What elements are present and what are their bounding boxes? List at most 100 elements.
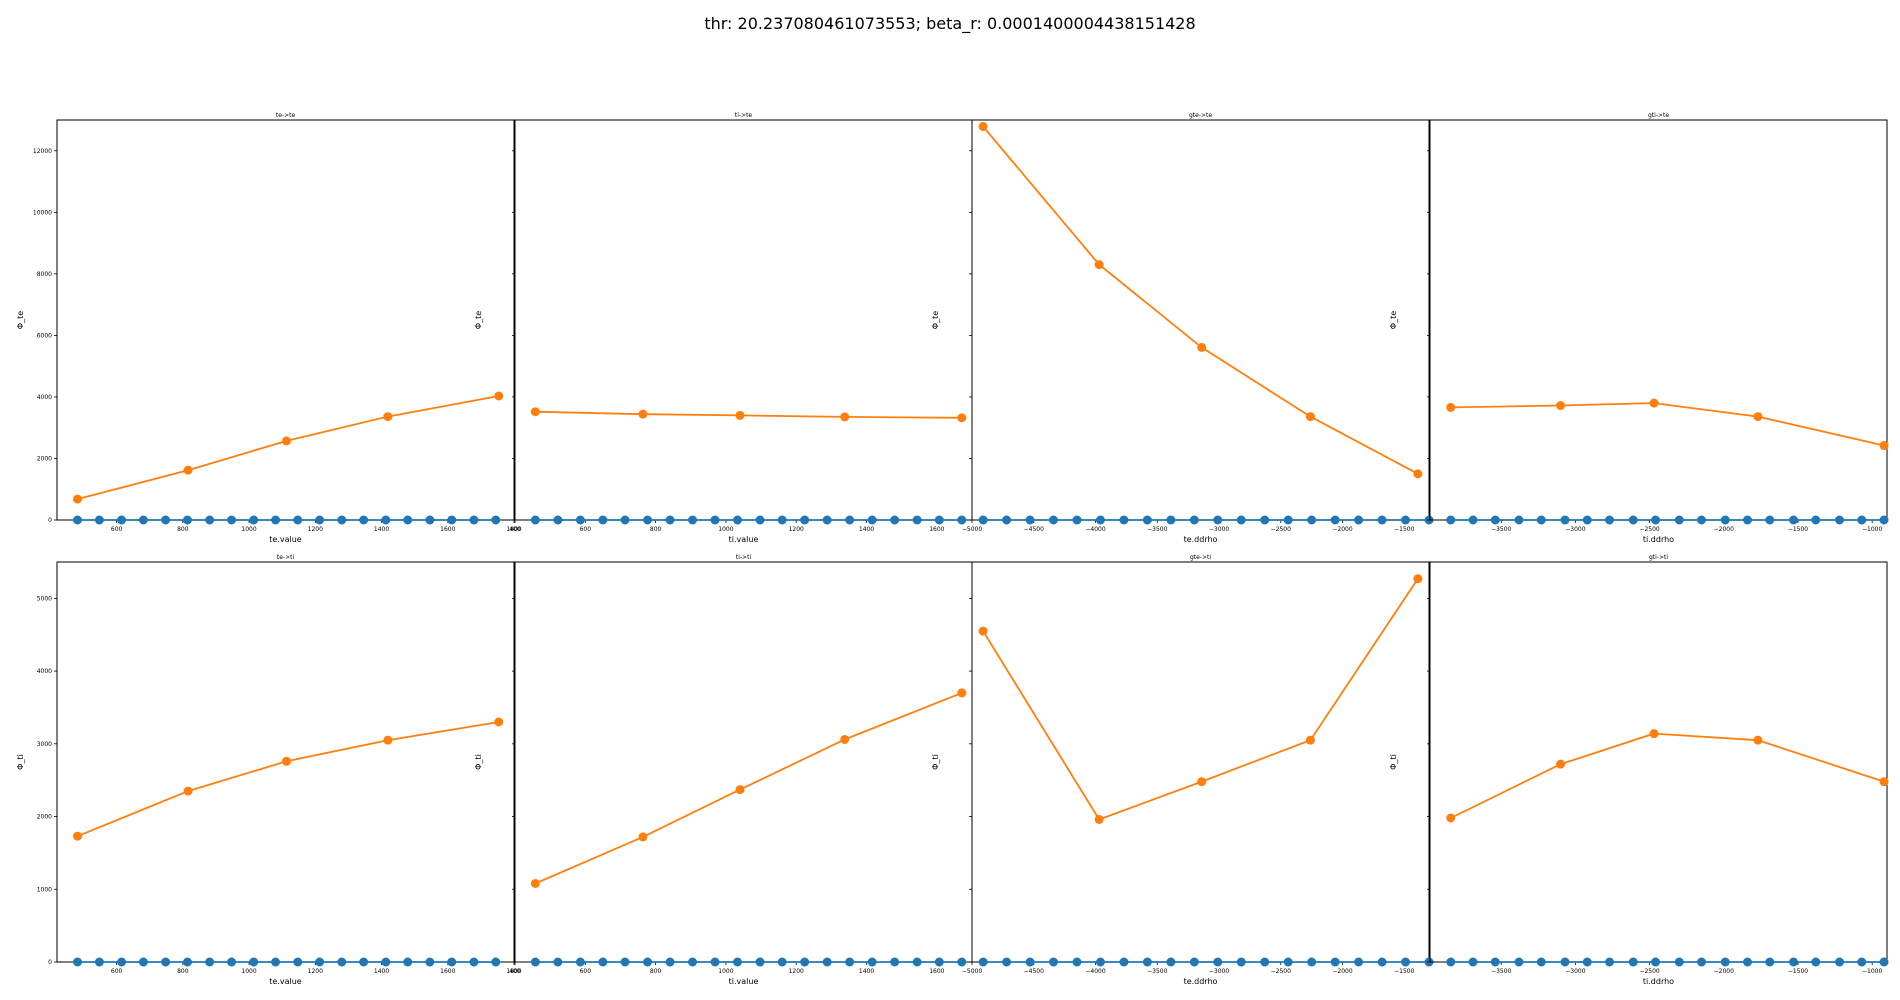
panel-6-baseline-point	[890, 957, 900, 967]
panel-5-xlabel: te.value	[269, 977, 302, 986]
panel-6-baseline-point	[643, 957, 653, 967]
panel-8-xtick-label: −1000	[1862, 968, 1882, 975]
panel-3-baseline-point	[978, 515, 988, 525]
panel-2-baseline-point	[957, 515, 967, 525]
panel-2-title: ti->te	[735, 112, 753, 119]
panel-1-xtick-label: 1800	[506, 526, 521, 533]
panel-3-xtick-label: −4000	[1085, 526, 1105, 533]
panel-1-baseline-point	[381, 515, 391, 525]
panel-6-baseline-point	[755, 957, 765, 967]
panel-6-xtick-label: 600	[580, 968, 592, 975]
panel-8-series-line	[1450, 732, 1885, 819]
panel-8-baseline-point	[1490, 957, 1500, 967]
panel-8-xtick-label: −3500	[1491, 968, 1511, 975]
panel-5-series-point	[281, 756, 291, 766]
panel-7-baseline-point	[1002, 957, 1012, 967]
panel-1-ytick-label: 8000	[37, 271, 52, 278]
panel-5-baseline-point	[425, 957, 435, 967]
panel-4-title: gti->te	[1648, 112, 1669, 119]
panel-7-series-point	[1413, 574, 1423, 584]
panel-2-baseline-point	[530, 515, 540, 525]
panel-2-baseline-point	[934, 515, 944, 525]
panel-3-baseline-point	[1142, 515, 1152, 525]
panel-5-baseline-point	[315, 957, 325, 967]
panel-7-xtick-label: −4000	[1085, 968, 1105, 975]
panel-7-xtick-label: −1500	[1394, 968, 1414, 975]
panel-1-title: te->te	[276, 112, 296, 119]
panel-4-baseline-point	[1628, 515, 1638, 525]
panel-1-series-point	[281, 436, 291, 446]
panel-4-baseline-point	[1674, 515, 1684, 525]
panel-1-series-point	[383, 412, 393, 422]
panel-4-baseline-point	[1514, 515, 1524, 525]
panel-4-baseline-point	[1490, 515, 1500, 525]
panel-2-series-point	[957, 413, 967, 423]
panel-6-baseline-point	[800, 957, 810, 967]
panel-8-baseline-point	[1536, 957, 1546, 967]
panel-5-ytick-label: 2000	[37, 814, 52, 821]
panel-3-baseline-point	[1354, 515, 1364, 525]
panel-1-baseline-point	[425, 515, 435, 525]
panel-8-baseline-point	[1789, 957, 1799, 967]
panel-3-baseline-point	[1095, 515, 1105, 525]
panel-3-baseline-point	[1166, 515, 1176, 525]
panel-2-baseline-point	[867, 515, 877, 525]
panel-6-xtick-label: 400	[509, 968, 521, 975]
panel-6-xtick-label: 1600	[929, 968, 944, 975]
panel-8-xlabel: ti.ddrho	[1643, 977, 1674, 986]
panel-2-baseline-point	[665, 515, 675, 525]
panel-8-series-point	[1753, 735, 1763, 745]
panel-8-baseline-point	[1582, 957, 1592, 967]
panel-7-xtick-label: −3500	[1147, 968, 1167, 975]
panel-5-ytick-label: 1000	[37, 886, 52, 893]
panel-4-series-point	[1446, 402, 1456, 412]
panel-1-series-point	[73, 494, 83, 504]
panel-3-xtick-label: −5000	[962, 526, 982, 533]
panel-5-series-point	[183, 786, 193, 796]
panel-6-series-line	[535, 692, 963, 885]
panel-5-baseline-point	[73, 957, 83, 967]
panel-3-series-point	[1094, 260, 1104, 270]
panel-4-baseline-point	[1468, 515, 1478, 525]
panel-3-xtick-label: −4500	[1024, 526, 1044, 533]
panel-8-baseline-point	[1765, 957, 1775, 967]
panel-5-xtick-label: 1000	[241, 968, 256, 975]
panel-4-series-line	[1450, 402, 1885, 447]
panel-1-xtick-label: 1400	[374, 526, 389, 533]
panel-1-baseline-point	[227, 515, 237, 525]
panel-7-baseline-point	[1049, 957, 1059, 967]
panel-3-xtick-label: −2500	[1271, 526, 1291, 533]
panel-3-xtick-label: −3500	[1147, 526, 1167, 533]
panel-3-baseline-point	[1072, 515, 1082, 525]
panel-6-baseline-point	[553, 957, 563, 967]
panel-2-baseline-point	[890, 515, 900, 525]
panel-3-series-point	[1305, 412, 1315, 422]
panel-6-baseline-point	[867, 957, 877, 967]
panel-4-baseline-point	[1651, 515, 1661, 525]
panel-8-xtick-label: −1500	[1788, 968, 1808, 975]
panel-8-baseline-point	[1697, 957, 1707, 967]
panel-4-baseline-point	[1605, 515, 1615, 525]
panel-5-baseline-point	[381, 957, 391, 967]
panel-3-title: gte->te	[1189, 112, 1212, 119]
panel-1-ylabel: Φ_te	[16, 311, 25, 329]
panel-5-baseline-point	[469, 957, 479, 967]
panel-5-xtick-label: 1200	[308, 968, 323, 975]
panel-2-baseline-point	[777, 515, 787, 525]
panel-4-xlabel: ti.ddrho	[1643, 535, 1674, 544]
panel-7-xtick-label: −4500	[1024, 968, 1044, 975]
panel-8-baseline-point	[1514, 957, 1524, 967]
panel-5-xtick-label: 600	[111, 968, 123, 975]
panel-1-baseline-point	[161, 515, 171, 525]
panel-4-baseline-point	[1560, 515, 1570, 525]
panel-6-xtick-label: 1000	[718, 968, 733, 975]
panel-1-xtick-label: 800	[177, 526, 189, 533]
panel-7-baseline-point	[1236, 957, 1246, 967]
panel-1-baseline-point	[138, 515, 148, 525]
panel-6-series-point	[957, 688, 967, 698]
panel-1-series-point	[494, 391, 504, 401]
panel-1-baseline-point	[249, 515, 259, 525]
panel-1-ytick-label: 2000	[37, 455, 52, 462]
panel-5-xtick-label: 1400	[374, 968, 389, 975]
panel-3-xtick-label: −2000	[1332, 526, 1352, 533]
